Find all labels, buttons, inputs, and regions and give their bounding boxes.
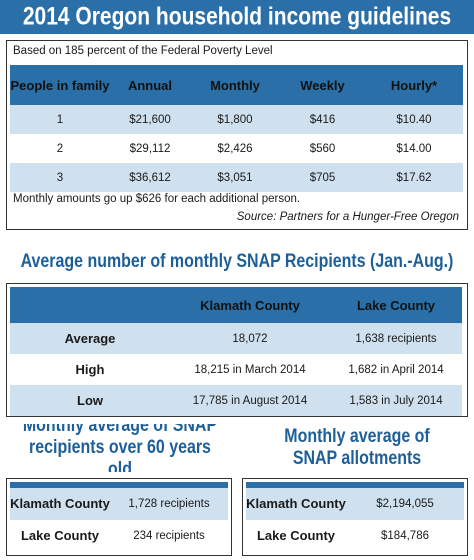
cell: $21,600 (110, 105, 190, 134)
allotments-heading-box: Monthly average of SNAP allotments (240, 424, 474, 472)
snap-heading-box: Average number of monthly SNAP Recipient… (0, 250, 474, 274)
data-row: 1 $21,600 $1,800 $416 $10.40 (10, 105, 463, 134)
data-row: Lake County $184,786 (246, 520, 464, 552)
page-title: 2014 Oregon household income guidelines (22, 2, 452, 31)
cell: $2,426 (190, 134, 280, 163)
cell: 1 (10, 105, 110, 134)
allotments-table-box: Klamath County $2,194,055 Lake County $184,… (242, 478, 468, 556)
data-row: Klamath County 1,728 recipients (10, 488, 228, 520)
header-cell: Annual (110, 65, 190, 105)
income-table: People in family Annual Monthly Weekly Hourl… (10, 65, 463, 192)
income-source: Source: Partners for a Hunger-Free Orego… (236, 211, 459, 223)
cell: 2 (10, 134, 110, 163)
cell: $2,194,055 (346, 488, 464, 520)
cell: $184,786 (346, 520, 464, 552)
cell: $705 (280, 163, 365, 192)
cell: 234 recipients (110, 520, 228, 552)
cell: $416 (280, 105, 365, 134)
cell: 1,682 in April 2014 (330, 354, 462, 385)
cell: $1,800 (190, 105, 280, 134)
cell: 1,638 recipients (330, 323, 462, 354)
seniors-heading: Monthly average of SNAP recipients over … (22, 424, 218, 472)
header-cell: Hourly* (365, 65, 463, 105)
header-cell: Weekly (280, 65, 365, 105)
seniors-table-box: Klamath County 1,728 recipients Lake Count… (6, 478, 232, 556)
title-bar: 2014 Oregon household income guidelines (0, 0, 474, 34)
cell: $36,612 (110, 163, 190, 192)
cell: $560 (280, 134, 365, 163)
row-label: Average (10, 323, 170, 354)
cell: 1,583 in July 2014 (330, 385, 462, 416)
cell: $3,051 (190, 163, 280, 192)
header-cell: Monthly (190, 65, 280, 105)
row-label: Lake County (10, 520, 110, 552)
allotments-heading: Monthly average of SNAP allotments (284, 426, 430, 469)
header-cell: Lake County (330, 287, 462, 323)
cell: $14.00 (365, 134, 463, 163)
data-row: Average 18,072 1,638 recipients (10, 323, 462, 354)
cell: 18,072 (170, 323, 330, 354)
row-label: Low (10, 385, 170, 416)
data-row: High 18,215 in March 2014 1,682 in April 2… (10, 354, 462, 385)
data-row: 3 $36,612 $3,051 $705 $17.62 (10, 163, 463, 192)
header-cell: Klamath County (170, 287, 330, 323)
row-label: High (10, 354, 170, 385)
header-row: People in family Annual Monthly Weekly Hourl… (10, 65, 463, 105)
row-label: Klamath County (246, 488, 346, 520)
income-note: Based on 185 percent of the Federal Pove… (13, 45, 273, 57)
header-cell (10, 482, 110, 488)
row-label: Klamath County (10, 488, 110, 520)
header-cell (346, 482, 464, 488)
income-table-box: Based on 185 percent of the Federal Pove… (6, 40, 468, 230)
cell: $17.62 (365, 163, 463, 192)
income-footnote: Monthly amounts go up $626 for each addi… (13, 193, 301, 205)
snap-table: Klamath County Lake County Average 18,072 1,… (10, 287, 462, 416)
data-row: 2 $29,112 $2,426 $560 $14.00 (10, 134, 463, 163)
row-label: Lake County (246, 520, 346, 552)
seniors-table: Klamath County 1,728 recipients Lake Count… (10, 482, 228, 552)
cell: $10.40 (365, 105, 463, 134)
cell: 18,215 in March 2014 (170, 354, 330, 385)
data-row: Klamath County $2,194,055 (246, 488, 464, 520)
header-cell: People in family (10, 65, 110, 105)
header-row (10, 482, 228, 488)
cell: 3 (10, 163, 110, 192)
seniors-heading-box: Monthly average of SNAP recipients over … (0, 424, 240, 472)
allotments-table: Klamath County $2,194,055 Lake County $184,… (246, 482, 464, 552)
snap-table-box: Klamath County Lake County Average 18,072 1,… (6, 283, 468, 417)
data-row: Lake County 234 recipients (10, 520, 228, 552)
header-row: Klamath County Lake County (10, 287, 462, 323)
header-cell (10, 287, 170, 323)
snap-heading: Average number of monthly SNAP Recipient… (20, 251, 454, 272)
cell: $29,112 (110, 134, 190, 163)
header-row (246, 482, 464, 488)
header-cell (110, 482, 228, 488)
cell: 1,728 recipients (110, 488, 228, 520)
cell: 17,785 in August 2014 (170, 385, 330, 416)
data-row: Low 17,785 in August 2014 1,583 in July 20… (10, 385, 462, 416)
header-cell (246, 482, 346, 488)
